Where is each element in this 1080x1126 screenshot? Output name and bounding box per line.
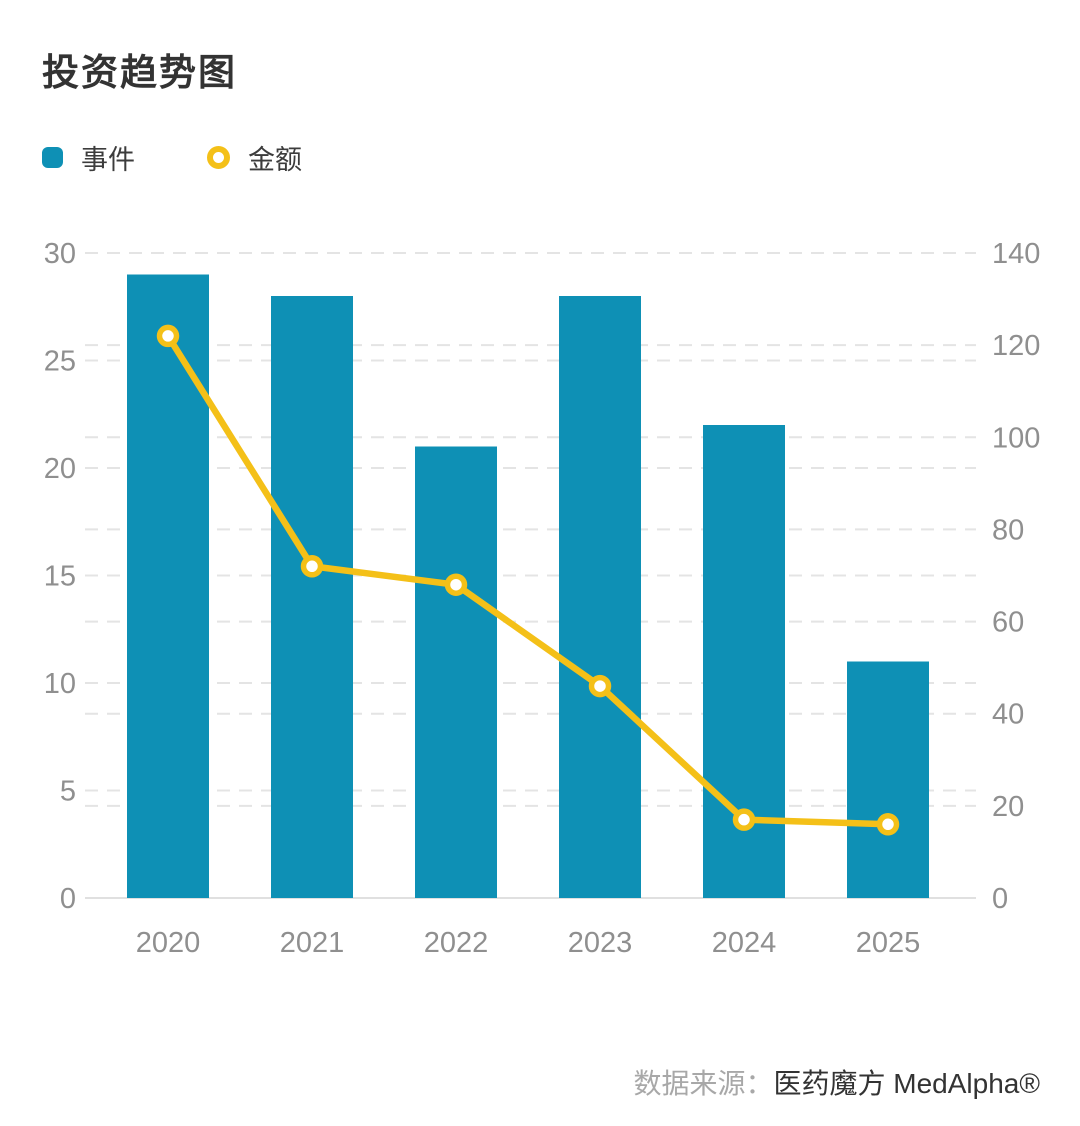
x-axis-label-2020: 2020	[136, 927, 201, 959]
right-axis-tick-20: 20	[992, 791, 1024, 823]
x-axis-label-2025: 2025	[856, 927, 921, 959]
x-axis-label-2024: 2024	[712, 927, 777, 959]
legend-label-events: 事件	[81, 145, 135, 175]
bar-2022[interactable]	[415, 446, 497, 899]
bar-2020[interactable]	[127, 274, 209, 899]
bar-2025[interactable]	[847, 661, 929, 899]
data-source-prefix: 数据来源：	[633, 1068, 774, 1099]
line-marker-2021[interactable]	[300, 555, 324, 578]
x-axis-label-2021: 2021	[280, 927, 345, 959]
line-marker-2023[interactable]	[588, 674, 612, 698]
bar-series-swatch-icon	[42, 147, 63, 168]
chart-legend: 事件 金额	[42, 138, 302, 177]
left-axis-tick-15: 15	[44, 561, 76, 593]
right-axis-tick-140: 140	[992, 238, 1040, 270]
right-axis-tick-60: 60	[992, 607, 1024, 639]
right-axis-tick-80: 80	[992, 514, 1024, 546]
line-marker-2020[interactable]	[156, 324, 180, 348]
page-title: 投资趋势图	[42, 52, 237, 93]
right-axis-tick-40: 40	[992, 699, 1024, 731]
line-marker-2022[interactable]	[444, 573, 468, 596]
amount-line	[164, 332, 892, 828]
data-source: 数据来源：医药魔方 MedAlpha®	[633, 1062, 1040, 1102]
left-axis-tick-20: 20	[44, 453, 76, 485]
bar-2023[interactable]	[559, 296, 641, 898]
line-marker-2024[interactable]	[732, 808, 756, 831]
left-axis-tick-25: 25	[44, 346, 76, 378]
legend-item-amount[interactable]: 金额	[207, 138, 302, 177]
left-axis-tick-30: 30	[44, 238, 76, 270]
legend-item-events[interactable]: 事件	[42, 138, 135, 177]
right-axis-tick-100: 100	[992, 422, 1040, 454]
right-axis-tick-120: 120	[992, 330, 1040, 362]
x-axis-label-2022: 2022	[424, 927, 489, 959]
left-axis-tick-10: 10	[44, 668, 76, 700]
line-series-marker-icon	[207, 146, 230, 169]
line-marker-2025[interactable]	[876, 813, 900, 836]
left-axis-tick-5: 5	[60, 776, 76, 808]
data-source-name: 医药魔方 MedAlpha®	[773, 1068, 1041, 1099]
bar-2021[interactable]	[271, 296, 353, 898]
right-axis-tick-0: 0	[992, 883, 1008, 915]
x-axis-label-2023: 2023	[568, 927, 633, 959]
left-axis-tick-0: 0	[60, 883, 76, 915]
legend-label-amount: 金额	[248, 145, 302, 175]
